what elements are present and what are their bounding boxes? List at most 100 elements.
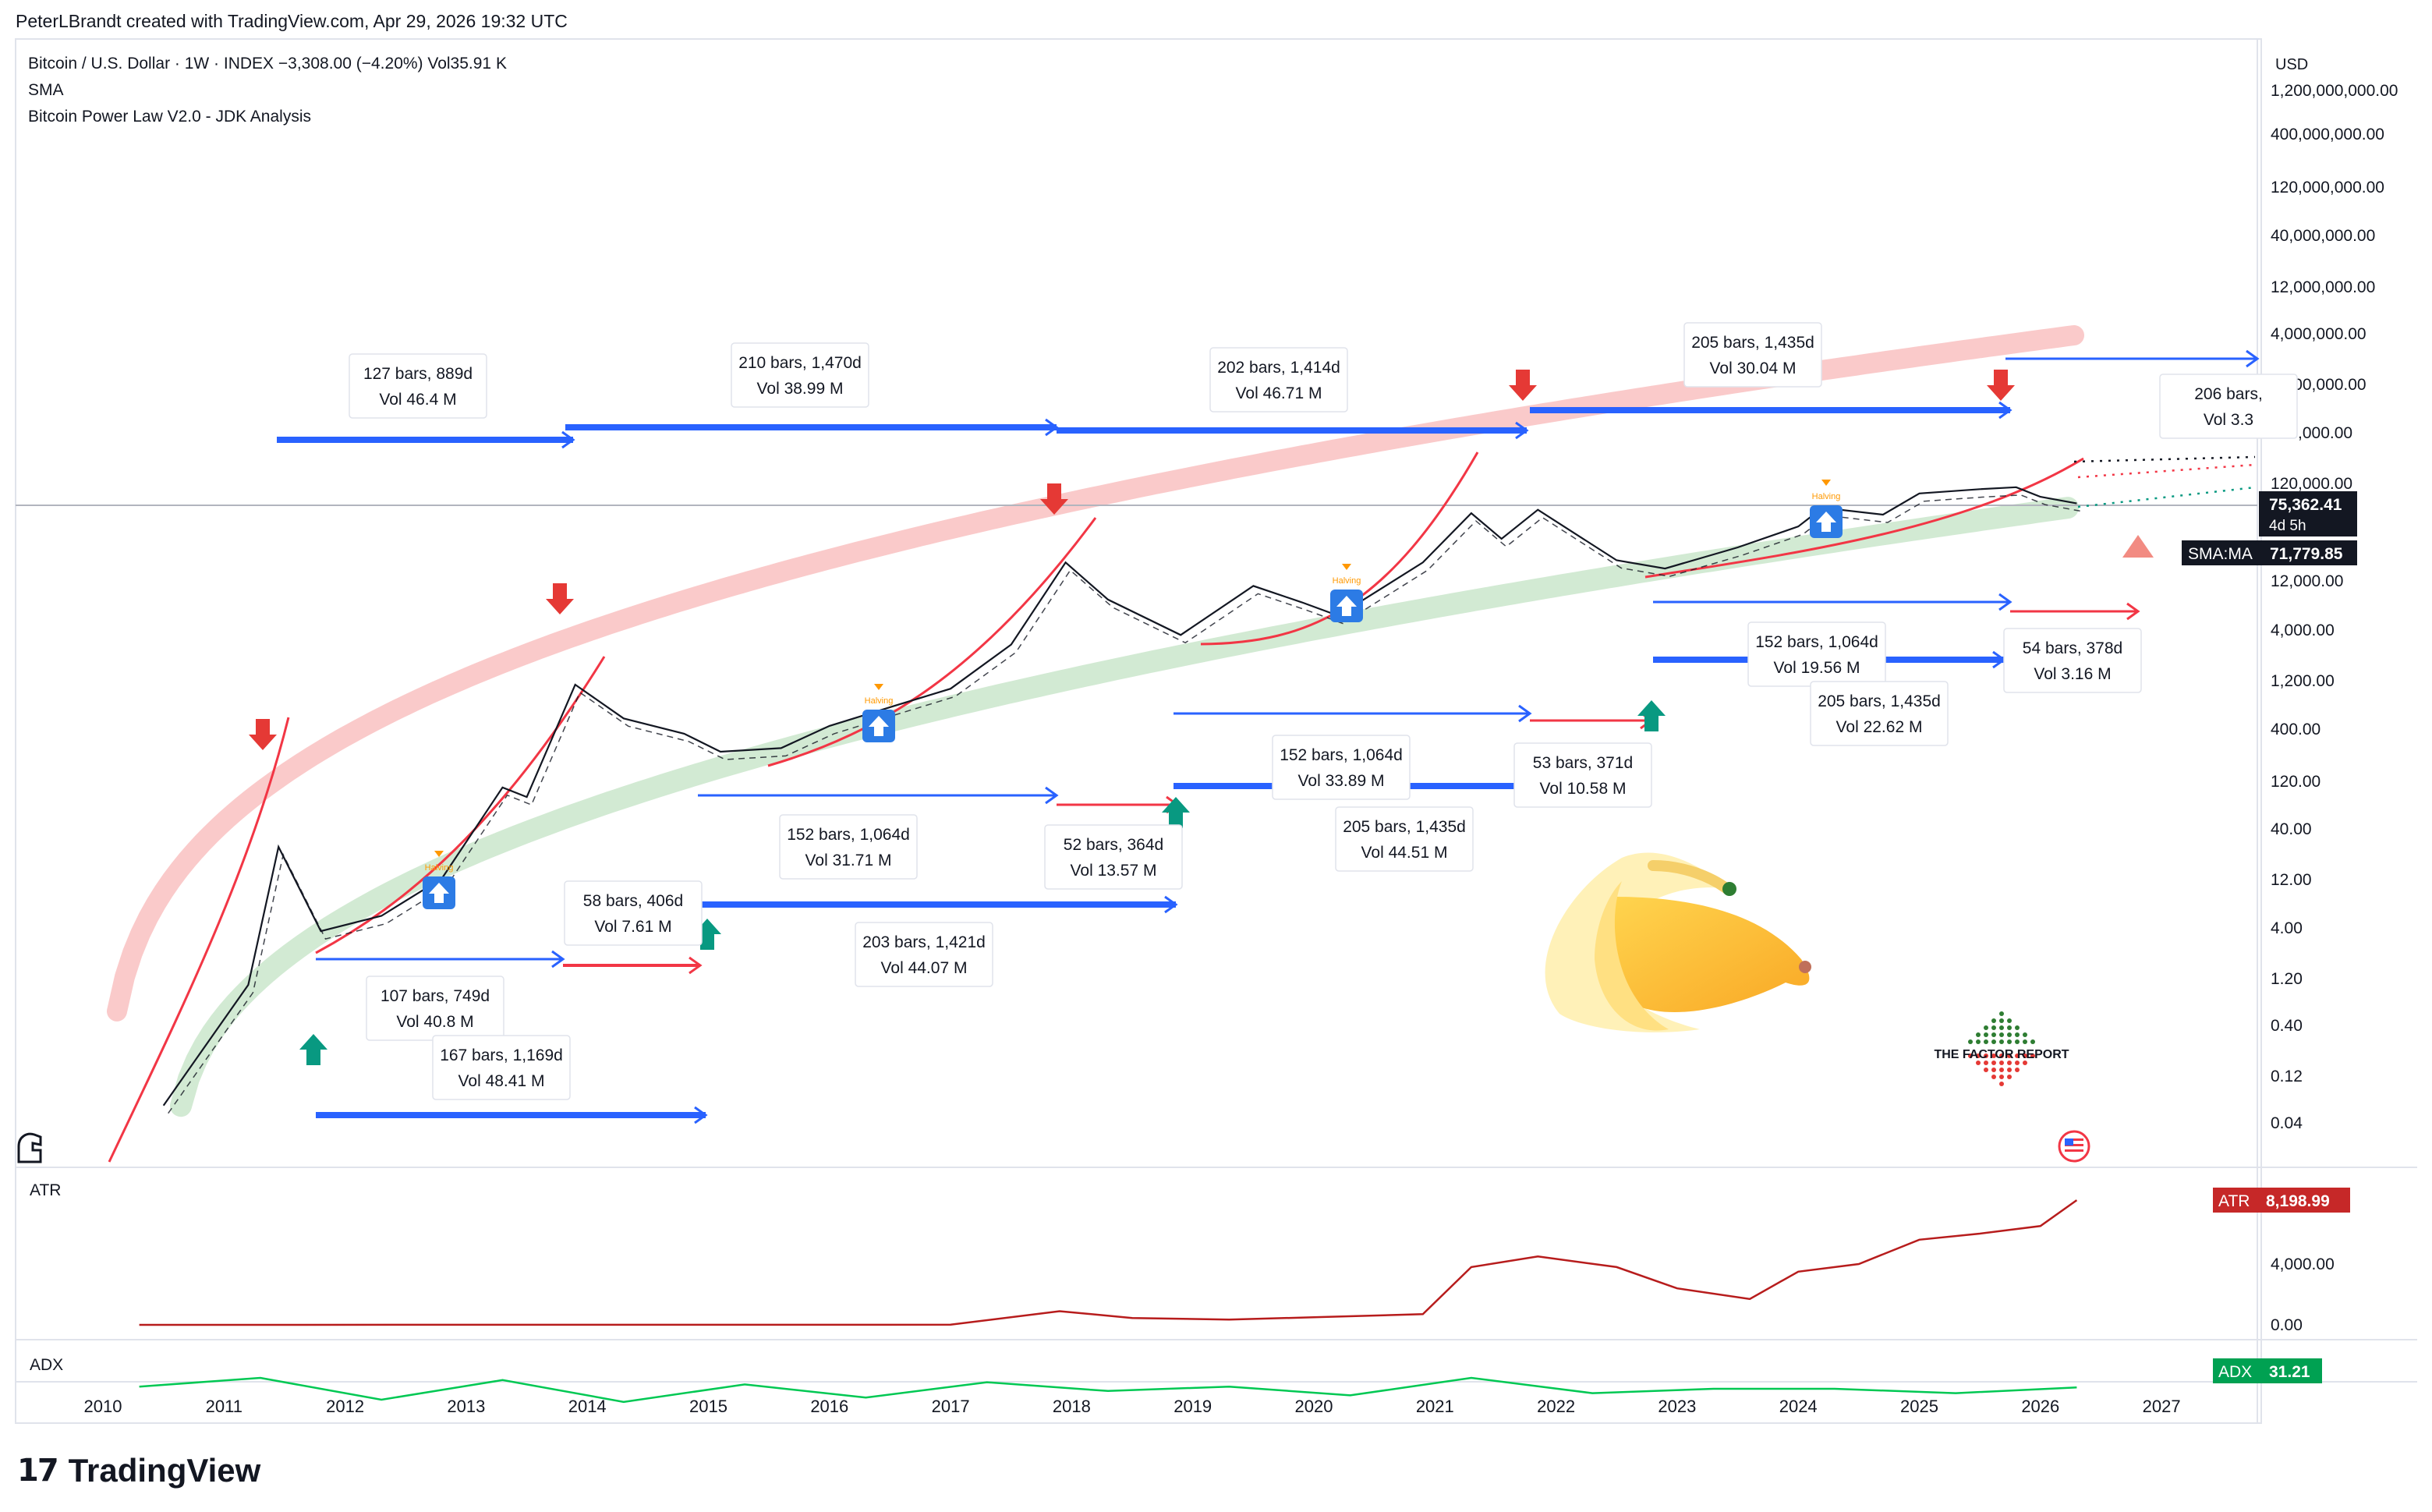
range-arrow-head (1045, 786, 1059, 805)
factor-dot (1991, 1025, 1996, 1030)
price-tick-label: 40,000,000.00 (2271, 227, 2375, 245)
time-tick-label: 2013 (447, 1397, 485, 1416)
range-label-vol: Vol 44.51 M (1361, 844, 1448, 862)
time-tick-label: 2011 (206, 1397, 242, 1416)
currency-label[interactable]: USD (2275, 56, 2309, 73)
range-label-box (432, 1035, 571, 1100)
factor-dot (2007, 1032, 2012, 1037)
range-arrow-head (694, 1106, 708, 1124)
range-label-bars: 203 bars, 1,421d (862, 933, 986, 951)
halving-label: Halving (425, 863, 454, 873)
factor-dot (1991, 1061, 1996, 1065)
range-label-vol: Vol 19.56 M (1774, 659, 1860, 677)
price-tick-label: 4.00 (2271, 919, 2303, 937)
halving-up-icon (1336, 596, 1357, 616)
range-label-bars: 205 bars, 1,435d (1691, 334, 1814, 352)
range-arrow-head (1164, 895, 1178, 914)
lower-band (170, 497, 2079, 1117)
factor-dot (1984, 1025, 1988, 1030)
time-tick-label: 2018 (1053, 1397, 1091, 1416)
time-tick-label: 2016 (810, 1397, 848, 1416)
factor-dot (1984, 1061, 1988, 1065)
parabolic-arc (108, 717, 290, 1163)
range-arrows (277, 349, 2260, 1124)
factor-dot (2015, 1025, 2020, 1030)
time-tick-label: 2021 (1416, 1397, 1454, 1416)
range-label-vol: Vol 3.3 (2204, 411, 2253, 429)
range-label-box (349, 353, 487, 419)
sell-arrow-icon (1040, 483, 1068, 515)
range-label-bars: 205 bars, 1,435d (1343, 818, 1466, 836)
range-label-bars: 205 bars, 1,435d (1818, 692, 1941, 710)
price-tick-label: 1,200,000,000.00 (2271, 82, 2398, 100)
price-tick-label: 0.12 (2271, 1068, 2303, 1085)
range-arrow-head (689, 956, 703, 975)
atr-tick-label: 0.00 (2271, 1316, 2303, 1334)
sell-arrow-icon (1987, 370, 2015, 401)
time-tick-label: 2015 (689, 1397, 727, 1416)
price-tick-label: 0.40 (2271, 1017, 2303, 1035)
legend-sma[interactable]: SMA (28, 81, 64, 99)
factor-dot (1999, 1032, 2004, 1037)
factor-dot (1991, 1018, 1996, 1023)
halving-label: Halving (1333, 576, 1361, 586)
halving-flag-icon (434, 851, 444, 857)
adx-pane-title: ADX (30, 1356, 63, 1374)
range-label-bars: 107 bars, 749d (381, 987, 490, 1005)
price-tag-value: 75,362.41 (2269, 496, 2342, 514)
range-label-vol: Vol 3.16 M (2034, 665, 2111, 683)
range-label-box (731, 342, 869, 408)
halving-flag-icon (1821, 480, 1831, 486)
factor-dot (1984, 1032, 1988, 1037)
adx-tag-label: ADX (2218, 1363, 2252, 1381)
legend-symbol[interactable]: Bitcoin / U.S. Dollar · 1W · INDEX −3,30… (28, 55, 507, 73)
factor-dot (2015, 1032, 2020, 1037)
range-labels: 127 bars, 889d Vol 46.4 M 210 bars, 1,470d… (349, 322, 2298, 1100)
sell-arrow-icon (1509, 370, 1537, 401)
time-tick-label: 2025 (1900, 1397, 1938, 1416)
price-tag-countdown: 4d 5h (2269, 518, 2306, 534)
factor-dot (1999, 1011, 2004, 1016)
adx-tag-box (2213, 1358, 2322, 1383)
factor-dot (2015, 1039, 2020, 1044)
us-flag-icon (2058, 1130, 2090, 1163)
range-label-bars: 152 bars, 1,064d (787, 826, 910, 844)
time-tick-label: 2023 (1658, 1397, 1696, 1416)
atr-tag-value: 8,198.99 (2266, 1192, 2330, 1210)
price-tick-label: 0.04 (2271, 1114, 2303, 1132)
range-label-bars: 58 bars, 406d (583, 892, 683, 910)
buy-arrow-icon (1162, 797, 1190, 828)
factor-dot (2030, 1053, 2035, 1058)
parabolic-arc (767, 517, 1097, 767)
range-label-vol: Vol 22.62 M (1836, 718, 1923, 736)
tradingview-wordmark: TradingView (68, 1452, 261, 1489)
time-tick-label: 2014 (568, 1397, 607, 1416)
halving-up-icon (1816, 512, 1836, 532)
range-label-bars: 167 bars, 1,169d (440, 1046, 563, 1064)
range-arrow-head (1998, 401, 2013, 420)
halving-flag-icon (874, 684, 883, 690)
legend-indicator[interactable]: Bitcoin Power Law V2.0 - JDK Analysis (28, 108, 311, 126)
factor-dot (2007, 1061, 2012, 1065)
tradingview-logo[interactable]: 17 TradingView (17, 1452, 260, 1489)
factor-dot (1991, 1032, 1996, 1037)
range-label-vol: Vol 30.04 M (1710, 359, 1797, 377)
factor-report-text: THE FACTOR REPORT (1934, 1048, 2069, 1061)
price-tick-label: 12.00 (2271, 871, 2312, 889)
range-label-bars: 152 bars, 1,064d (1280, 746, 1403, 764)
halving-flag-icon (1342, 564, 1351, 570)
factor-dot (2023, 1061, 2027, 1065)
range-label-vol: Vol 38.99 M (757, 380, 844, 398)
price-tick-label: 400,000,000.00 (2271, 126, 2384, 143)
range-arrow-head (2246, 349, 2260, 368)
factor-dot (1991, 1068, 1996, 1072)
range-label-box (779, 814, 918, 880)
factor-dot (2007, 1025, 2012, 1030)
factor-dot (1999, 1025, 2004, 1030)
halving-up-icon (869, 716, 889, 736)
range-label-bars: 206 bars, (2194, 385, 2263, 403)
range-arrow-head (561, 430, 575, 449)
range-label-box (1272, 735, 1411, 800)
projection-green (2077, 486, 2256, 508)
atr-tick-label: 4,000.00 (2271, 1255, 2335, 1273)
